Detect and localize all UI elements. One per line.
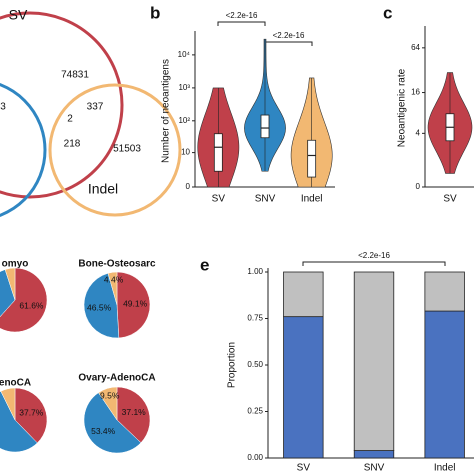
significance-bracket xyxy=(302,261,446,266)
pie-label: 46.5% xyxy=(87,302,112,312)
pie-title: enoCA xyxy=(0,378,31,389)
y-tick-label: 1.00 xyxy=(247,267,263,276)
x-tick-label: SNV xyxy=(364,463,385,474)
y-tick-label: 64 xyxy=(411,43,420,52)
pie-slice xyxy=(116,386,151,444)
significance-label: <2.2e-16 xyxy=(273,31,305,40)
y-axis-label: Number of neoantigens xyxy=(161,59,172,163)
venn-set xyxy=(0,83,47,217)
y-axis-label: Neoantigenic rate xyxy=(397,68,408,147)
bar-segment xyxy=(424,271,465,312)
venn-set-label: Indel xyxy=(88,181,118,197)
venn-count: 51503 xyxy=(113,144,141,155)
venn-set xyxy=(48,83,182,217)
y-tick-label: 0.50 xyxy=(247,360,263,369)
bar-segment xyxy=(353,271,395,451)
y-tick-label: 0 xyxy=(416,182,421,191)
pie-slice xyxy=(83,392,142,454)
significance-label: <2.2e-16 xyxy=(226,11,258,20)
bar-segment xyxy=(424,310,465,459)
x-tick-label: Indel xyxy=(301,194,323,205)
venn-count: 2 xyxy=(67,114,73,125)
bar-segment xyxy=(283,271,324,318)
pie-slice xyxy=(14,387,48,444)
y-tick-label: 10⁴ xyxy=(178,50,191,59)
x-tick-label: SV xyxy=(297,463,311,474)
pie-label: 61.6% xyxy=(19,301,44,311)
x-tick-label: Indel xyxy=(434,463,456,474)
panel-letter: e xyxy=(200,255,209,274)
pie-slice xyxy=(83,272,120,339)
pie-slice xyxy=(107,271,118,306)
venn-count: 74831 xyxy=(61,70,89,81)
bar-segment xyxy=(353,450,395,459)
pie-slice xyxy=(0,390,38,453)
pie-slice xyxy=(98,386,118,421)
box xyxy=(307,139,317,178)
pie-label: 4.4% xyxy=(104,275,124,285)
y-tick-label: 16 xyxy=(411,88,420,97)
y-tick-label: 0.75 xyxy=(247,314,263,323)
x-tick-label: SNV xyxy=(255,194,276,205)
pie-label: 37.7% xyxy=(19,408,44,418)
significance-bracket xyxy=(264,41,313,46)
significance-label: <2.2e-16 xyxy=(358,251,390,260)
bar-segment xyxy=(283,316,324,459)
pie-label: 9.5% xyxy=(100,391,120,401)
venn-set-label: SV xyxy=(9,7,28,23)
panel-letter: c xyxy=(383,3,392,22)
x-tick-label: SV xyxy=(443,194,457,205)
pie-label: 49.1% xyxy=(123,299,148,309)
venn-count: 337 xyxy=(87,102,104,113)
y-tick-label: 0 xyxy=(186,182,191,191)
pie-title: omyo xyxy=(2,259,29,270)
y-tick-label: 4 xyxy=(416,128,421,137)
pie-slice xyxy=(4,267,16,301)
box xyxy=(213,133,223,172)
pie-slice xyxy=(0,269,16,318)
venn-set xyxy=(0,11,124,199)
x-tick-label: SV xyxy=(212,194,226,205)
y-tick-label: 10² xyxy=(178,116,190,125)
pie-title: Ovary-AdenoCA xyxy=(78,373,155,384)
venn-count: 3 xyxy=(0,102,6,113)
pie-label: 37.1% xyxy=(122,407,147,417)
y-axis-label: Proportion xyxy=(227,342,238,388)
y-tick-label: 10 xyxy=(181,148,190,157)
pie-label: 53.4% xyxy=(91,426,116,436)
y-tick-label: 10³ xyxy=(178,83,190,92)
y-tick-label: 0.00 xyxy=(247,453,263,462)
venn-count: 218 xyxy=(64,139,81,150)
pie-title: Bone-Osteosarc xyxy=(78,259,156,270)
pie-slice xyxy=(0,387,16,421)
box xyxy=(260,114,270,139)
significance-bracket xyxy=(217,21,266,26)
pie-slice xyxy=(116,271,151,339)
pie-slice xyxy=(0,267,48,333)
panel-letter: b xyxy=(150,3,160,22)
y-tick-label: 0.25 xyxy=(247,407,263,416)
